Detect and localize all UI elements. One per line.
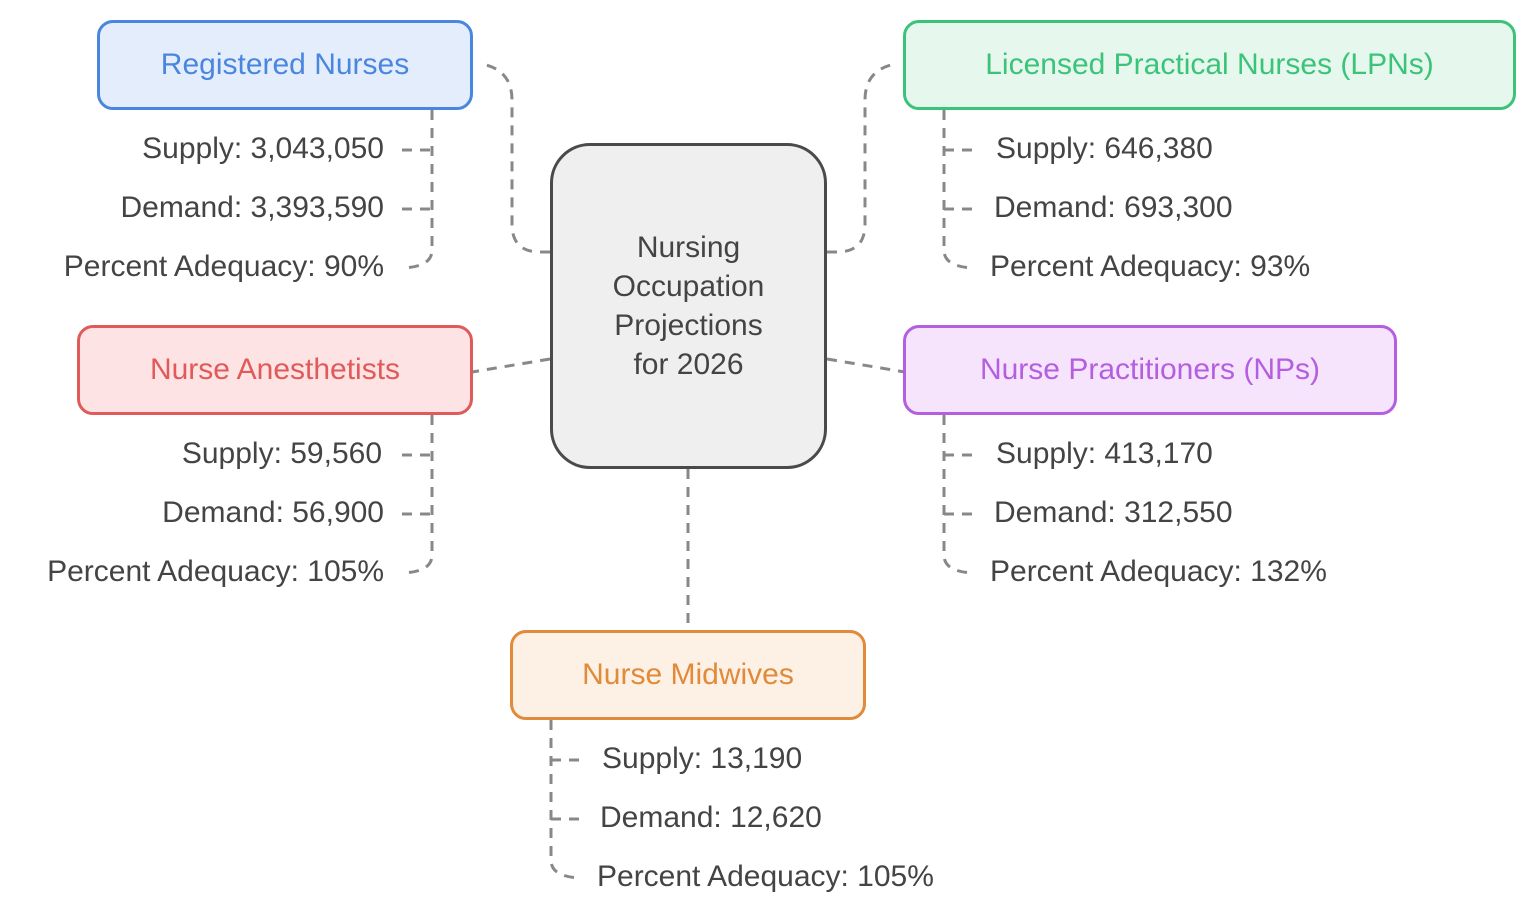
anesthetists-adequacy: Percent Adequacy: 105% bbox=[47, 555, 384, 588]
midwives-adequacy: Percent Adequacy: 105% bbox=[597, 860, 934, 893]
lpn-adequacy: Percent Adequacy: 93% bbox=[990, 250, 1311, 283]
np-adequacy: Percent Adequacy: 132% bbox=[990, 555, 1327, 588]
node-registered-nurses: Registered Nurses bbox=[97, 20, 473, 110]
center-topic-title: Nursing Occupation Projections for 2026 bbox=[612, 231, 765, 381]
anesthetists-supply: Supply: 59,560 bbox=[181, 437, 382, 470]
lpn-supply: Supply: 646,380 bbox=[996, 132, 1213, 165]
rn-adequacy: Percent Adequacy: 90% bbox=[63, 250, 384, 283]
np-demand: Demand: 312,550 bbox=[994, 496, 1233, 529]
rn-demand: Demand: 3,393,590 bbox=[120, 191, 384, 224]
np-supply: Supply: 413,170 bbox=[996, 437, 1213, 470]
node-nurse-midwives: Nurse Midwives bbox=[510, 630, 866, 720]
node-nurse-practitioners: Nurse Practitioners (NPs) bbox=[903, 325, 1397, 415]
node-label: Licensed Practical Nurses (LPNs) bbox=[985, 48, 1434, 81]
node-label: Nurse Midwives bbox=[582, 658, 794, 691]
node-label: Nurse Practitioners (NPs) bbox=[979, 353, 1321, 386]
node-licensed-practical-nurses: Licensed Practical Nurses (LPNs) bbox=[903, 20, 1516, 110]
lpn-demand: Demand: 693,300 bbox=[994, 191, 1233, 224]
rn-supply: Supply: 3,043,050 bbox=[142, 132, 384, 165]
node-label: Registered Nurses bbox=[160, 48, 410, 81]
anesthetists-demand: Demand: 56,900 bbox=[162, 496, 384, 529]
center-topic-node: Nursing Occupation Projections for 2026 bbox=[550, 143, 827, 469]
node-nurse-anesthetists: Nurse Anesthetists bbox=[77, 325, 473, 415]
node-label: Nurse Anesthetists bbox=[149, 353, 401, 386]
midwives-supply: Supply: 13,190 bbox=[602, 742, 803, 775]
midwives-demand: Demand: 12,620 bbox=[600, 801, 822, 834]
